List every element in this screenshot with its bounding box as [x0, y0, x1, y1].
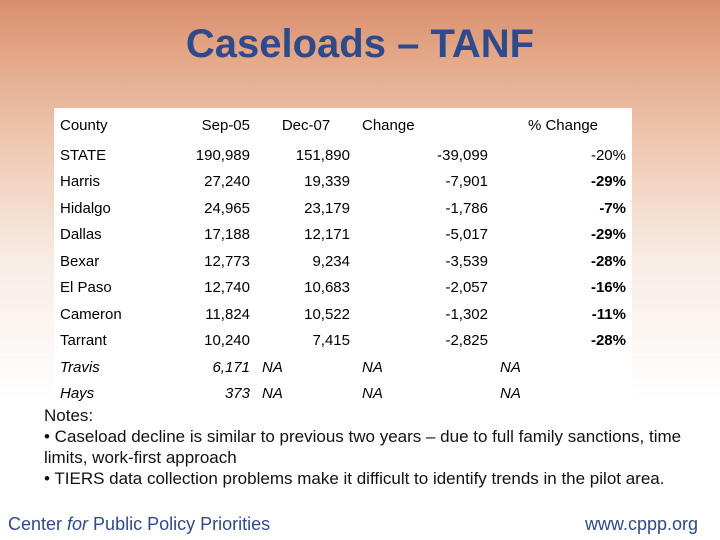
cell-change: -1,786	[445, 199, 488, 217]
table-row: Hays 373 NA NA NA	[54, 381, 632, 408]
table-row: Tarrant 10,240 7,415 -2,825 -28%	[54, 328, 632, 355]
footer-organization: Center for Public Policy Priorities	[8, 514, 270, 535]
cell-dec07: 12,171	[304, 226, 350, 244]
cell-change: -39,099	[437, 146, 488, 164]
table-row: Bexar 12,773 9,234 -3,539 -28%	[54, 248, 632, 275]
cell-change: NA	[362, 385, 383, 403]
table-row: Cameron 11,824 10,522 -1,302 -11%	[54, 301, 632, 328]
cell-sep05: 11,824	[205, 305, 250, 323]
cell-change: -2,057	[445, 279, 488, 297]
cell-pct-change: -7%	[599, 199, 626, 217]
cell-dec07: NA	[262, 358, 283, 376]
cell-dec07: 10,683	[304, 279, 350, 297]
cell-pct-change: -20%	[590, 146, 626, 164]
cell-sep05: 6,171	[212, 358, 250, 376]
cell-pct-change: -28%	[590, 332, 626, 350]
cell-dec07: 10,522	[304, 305, 350, 323]
header-dec07: Dec-07	[281, 116, 331, 134]
cell-sep05: 12,773	[204, 252, 250, 270]
cell-pct-change: -29%	[590, 226, 626, 244]
cell-sep05: 373	[224, 385, 250, 403]
footer-org-pre: Center	[8, 514, 68, 534]
cell-county: Cameron	[60, 305, 122, 323]
table-row: Harris 27,240 19,339 -7,901 -29%	[54, 169, 632, 196]
cell-pct-change: -11%	[591, 305, 626, 323]
cell-county: El Paso	[60, 279, 112, 297]
cell-dec07: NA	[262, 385, 283, 403]
header-county: County	[60, 116, 108, 134]
cell-county: Travis	[60, 358, 100, 376]
cell-change: -5,017	[445, 226, 488, 244]
cell-county: STATE	[60, 146, 107, 164]
cell-dec07: 23,179	[304, 199, 350, 217]
cell-dec07: 9,234	[312, 252, 350, 270]
notes-heading: Notes:	[44, 406, 94, 425]
header-pct-change: % Change	[527, 116, 599, 134]
cell-change: NA	[362, 358, 383, 376]
footer-url[interactable]: www.cppp.org	[584, 514, 698, 534]
cell-county: Hidalgo	[60, 199, 111, 217]
table-row: Dallas 17,188 12,171 -5,017 -29%	[54, 222, 632, 249]
cell-county: Dallas	[60, 226, 102, 244]
cell-sep05: 190,989	[195, 146, 250, 164]
table-row: STATE 190,989 151,890 -39,099 -20%	[54, 142, 632, 169]
cell-county: Bexar	[60, 252, 100, 270]
page-title: Caseloads – TANF	[185, 22, 535, 66]
cell-change: -3,539	[445, 252, 488, 270]
notes: Notes: • Caseload decline is similar to …	[44, 405, 684, 489]
table-row: Travis 6,171 NA NA NA	[54, 354, 632, 381]
table-header-row: County Sep-05 Dec-07 Change % Change	[54, 108, 632, 142]
footer-org-italic: for	[67, 514, 89, 534]
cell-sep05: 27,240	[204, 173, 250, 191]
cell-sep05: 17,188	[204, 226, 250, 244]
cell-pct-change: NA	[500, 358, 521, 376]
notes-bullet-1: • Caseload decline is similar to previou…	[44, 427, 682, 467]
cell-sep05: 24,965	[204, 199, 250, 217]
cell-change: -2,825	[445, 332, 488, 350]
cell-pct-change: -28%	[590, 252, 626, 270]
cell-dec07: 7,415	[312, 332, 350, 350]
cell-county: Harris	[60, 173, 100, 191]
cell-county: Hays	[60, 385, 95, 403]
cell-dec07: 19,339	[304, 173, 350, 191]
notes-bullet-2: • TIERS data collection problems make it…	[44, 469, 665, 488]
cell-county: Tarrant	[60, 332, 107, 350]
header-change: Change	[362, 116, 415, 134]
caseload-table: County Sep-05 Dec-07 Change % Change STA…	[54, 108, 632, 407]
cell-pct-change: NA	[500, 385, 521, 403]
footer-org-post: Public Policy Priorities	[88, 514, 271, 534]
table-row: El Paso 12,740 10,683 -2,057 -16%	[54, 275, 632, 302]
cell-sep05: 12,740	[204, 279, 250, 297]
header-sep05: Sep-05	[201, 116, 250, 134]
cell-dec07: 151,890	[295, 146, 350, 164]
cell-pct-change: -16%	[590, 279, 626, 297]
cell-change: -7,901	[445, 173, 488, 191]
cell-change: -1,302	[445, 305, 488, 323]
cell-sep05: 10,240	[204, 332, 250, 350]
cell-pct-change: -29%	[590, 173, 626, 191]
table-row: Hidalgo 24,965 23,179 -1,786 -7%	[54, 195, 632, 222]
